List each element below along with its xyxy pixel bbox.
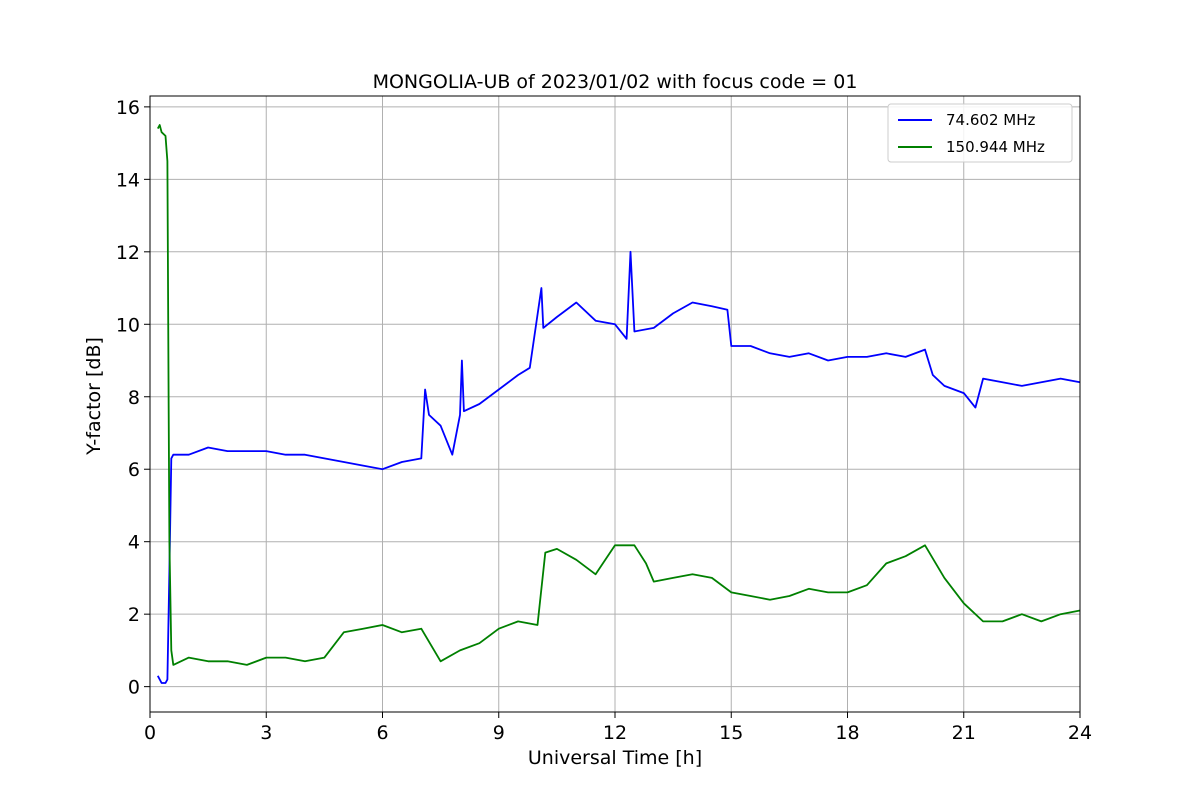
series-line-1 <box>157 250 1081 684</box>
x-tick-label: 6 <box>376 722 388 744</box>
y-tick-label: 0 <box>128 677 140 699</box>
x-tick-label: 9 <box>493 722 505 744</box>
grid-lines <box>149 96 1081 712</box>
legend-label: 150.944 MHz <box>946 138 1045 156</box>
x-tick-label: 0 <box>144 722 156 744</box>
series-line-2 <box>157 124 1081 666</box>
chart-title: MONGOLIA-UB of 2023/01/02 with focus cod… <box>373 71 858 93</box>
legend: 74.602 MHz 150.944 MHz <box>887 103 1073 163</box>
x-axis: 0 3 6 9 12 15 18 21 24 <box>144 712 1092 744</box>
x-axis-label: Universal Time [h] <box>528 747 702 769</box>
legend-label: 74.602 MHz <box>946 111 1035 129</box>
y-tick-label: 2 <box>128 604 140 626</box>
y-tick-label: 14 <box>116 169 140 191</box>
y-axis-label: Y-factor [dB] <box>83 337 105 456</box>
x-tick-label: 21 <box>952 722 976 744</box>
y-tick-label: 12 <box>116 242 140 264</box>
y-tick-label: 4 <box>128 532 140 554</box>
x-tick-label: 24 <box>1068 722 1092 744</box>
y-tick-label: 16 <box>116 97 140 119</box>
y-tick-label: 10 <box>116 314 140 336</box>
x-tick-label: 3 <box>260 722 272 744</box>
y-tick-label: 6 <box>128 459 140 481</box>
y-tick-label: 8 <box>128 387 140 409</box>
x-tick-label: 15 <box>719 722 743 744</box>
x-tick-label: 18 <box>835 722 859 744</box>
x-tick-label: 12 <box>603 722 627 744</box>
legend-box <box>887 103 1073 163</box>
series-layer <box>157 124 1081 684</box>
y-axis: 0 2 4 6 8 10 12 14 16 <box>116 97 150 699</box>
